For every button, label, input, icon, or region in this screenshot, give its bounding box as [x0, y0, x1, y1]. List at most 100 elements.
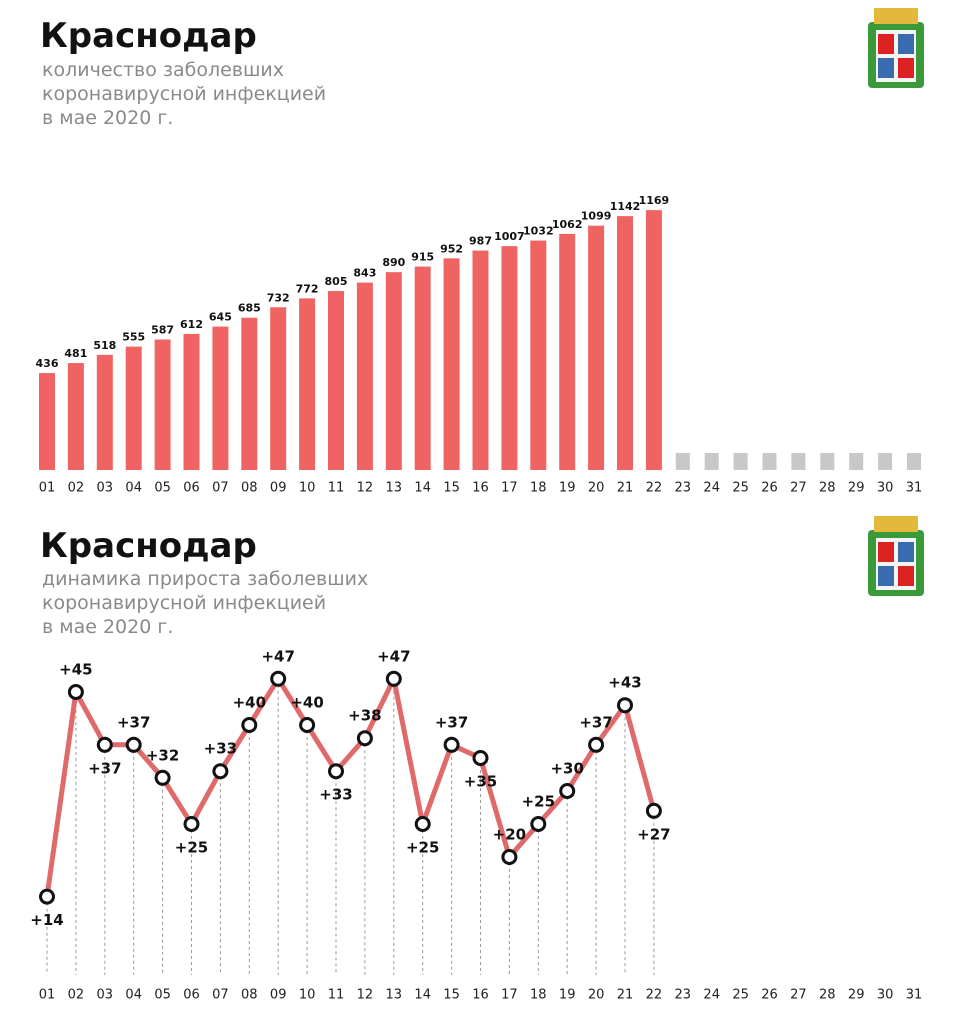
bar [328, 291, 344, 470]
x-tick-label: 31 [906, 988, 923, 1003]
value-label: 481 [64, 347, 87, 360]
x-tick-label: 16 [472, 988, 489, 1003]
bar [125, 346, 142, 470]
value-label: 805 [325, 275, 348, 288]
x-tick-label: 22 [646, 481, 663, 496]
bar [270, 307, 287, 470]
emblem [868, 516, 924, 596]
x-tick-label: 08 [241, 988, 258, 1003]
x-tick-label: 27 [790, 481, 807, 496]
x-tick-label: 05 [154, 988, 171, 1003]
value-label: +27 [637, 825, 670, 843]
bar [588, 225, 605, 470]
value-label: 645 [209, 311, 232, 324]
x-tick-label: 02 [68, 988, 85, 1003]
point [270, 670, 287, 687]
x-tick-label: 10 [299, 988, 316, 1003]
x-tick-label: 05 [154, 481, 171, 496]
placeholder-bar [704, 453, 719, 470]
value-label: 772 [296, 282, 319, 295]
x-tick-label: 15 [443, 481, 460, 496]
value-label: 612 [180, 318, 203, 331]
x-tick-label: 01 [39, 988, 56, 1003]
bar [356, 282, 373, 470]
value-label: 1007 [494, 230, 525, 243]
value-label: +25 [522, 793, 555, 811]
value-label: 915 [411, 251, 434, 264]
x-tick-label: 21 [617, 988, 634, 1003]
x-tick-label: 25 [732, 988, 749, 1003]
value-label: +47 [377, 647, 410, 665]
value-label: +37 [117, 713, 150, 731]
x-tick-label: 24 [703, 988, 720, 1003]
x-tick-label: 30 [877, 481, 894, 496]
x-tick-label: 21 [617, 481, 634, 496]
value-label: +43 [608, 674, 641, 692]
x-tick-label: 14 [414, 481, 431, 496]
value-label: +38 [348, 707, 381, 725]
x-tick-label: 15 [443, 988, 460, 1003]
x-tick-label: 24 [703, 481, 720, 496]
emblem [868, 8, 924, 88]
point [212, 763, 229, 780]
x-tick-label: 07 [212, 481, 229, 496]
value-label: +40 [233, 694, 266, 712]
bar [183, 333, 200, 470]
bar [414, 266, 431, 470]
x-tick-label: 25 [732, 481, 749, 496]
x-tick-label: 02 [68, 481, 85, 496]
x-tick-label: 09 [270, 988, 287, 1003]
bar [154, 339, 171, 470]
placeholder-bar [878, 453, 893, 470]
point [356, 730, 373, 747]
value-label: +25 [175, 839, 208, 857]
point [645, 802, 662, 819]
value-label: +30 [550, 760, 583, 778]
x-tick-label: 17 [501, 481, 518, 496]
placeholder-bar [820, 453, 835, 470]
x-tick-label: 29 [848, 481, 865, 496]
value-label: +37 [435, 713, 468, 731]
bar [385, 272, 402, 470]
placeholder-bar [907, 453, 921, 470]
point [472, 750, 489, 766]
bar [241, 317, 258, 470]
point [443, 736, 460, 753]
value-label: +20 [493, 826, 526, 844]
point [588, 736, 605, 753]
value-label: +14 [30, 911, 63, 929]
bar [212, 326, 229, 470]
value-label: +37 [88, 759, 121, 777]
point [299, 717, 316, 733]
value-label: 587 [151, 324, 174, 337]
bar [96, 354, 113, 470]
point [501, 849, 518, 865]
value-label: +45 [59, 661, 92, 679]
x-tick-label: 04 [125, 481, 142, 496]
x-tick-label: 26 [761, 481, 778, 496]
x-tick-label: 31 [906, 481, 923, 496]
value-label: +35 [464, 773, 497, 791]
value-label: 518 [93, 339, 116, 352]
value-label: 1169 [639, 194, 670, 207]
point [414, 816, 431, 832]
x-tick-label: 27 [790, 988, 807, 1003]
point [385, 670, 402, 687]
value-label: +47 [261, 647, 294, 665]
x-tick-label: 19 [559, 988, 576, 1003]
chart-title: Краснодар [40, 16, 257, 56]
bar [39, 373, 55, 470]
bar [559, 233, 576, 470]
value-label: +40 [290, 694, 323, 712]
x-tick-label: 13 [386, 988, 403, 1003]
point [39, 888, 55, 905]
x-tick-label: 18 [530, 988, 547, 1003]
point [559, 783, 576, 799]
placeholder-bar [791, 453, 806, 470]
value-label: 1062 [552, 218, 583, 231]
subtitle: в мае 2020 г. [42, 107, 173, 129]
value-label: 436 [36, 357, 59, 370]
x-tick-label: 10 [299, 481, 316, 496]
x-tick-label: 06 [183, 988, 200, 1003]
